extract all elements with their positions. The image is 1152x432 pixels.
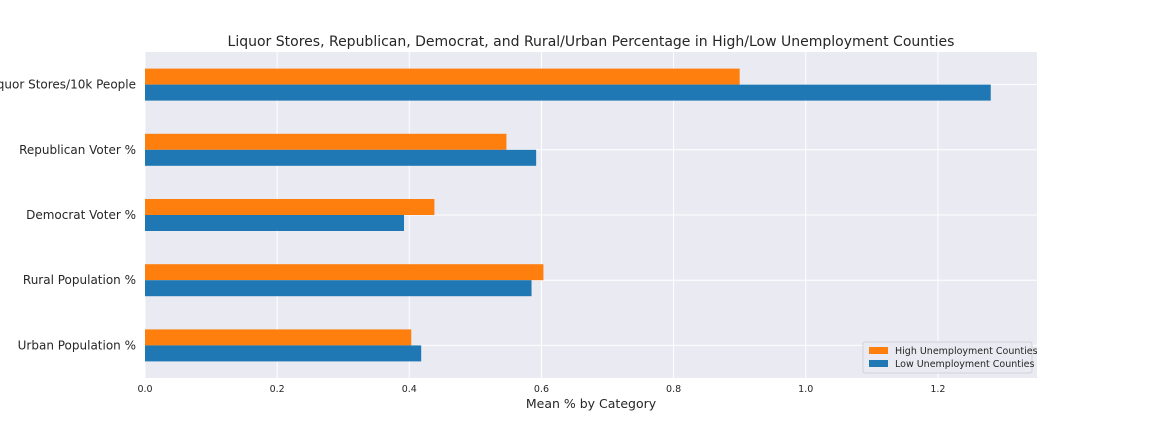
- category-label: Democrat Voter %: [26, 208, 136, 222]
- x-tick-label: 0.0: [137, 384, 152, 395]
- x-tick-labels: 0.0 0.2 0.4 0.6 0.8 1.0 1.2: [137, 384, 945, 395]
- category-label: Liquor Stores/10k People: [0, 78, 136, 92]
- bar-low-unemployment: [145, 84, 991, 101]
- bar-low-unemployment: [145, 149, 537, 166]
- category-label: Republican Voter %: [19, 143, 136, 157]
- x-tick-label: 0.6: [534, 384, 549, 395]
- bar-high-unemployment: [145, 329, 412, 346]
- x-tick-label: 0.2: [270, 384, 285, 395]
- legend-box: [862, 341, 1033, 374]
- legend-label: High Unemployment Counties: [895, 346, 1038, 357]
- x-tick-label: 1.2: [930, 384, 945, 395]
- legend-label: Low Unemployment Counties: [895, 359, 1034, 370]
- bar-high-unemployment: [145, 68, 740, 85]
- bar-low-unemployment: [145, 215, 405, 231]
- category-labels: Liquor Stores/10k People Republican Voter…: [0, 78, 136, 353]
- legend-swatch: [869, 347, 888, 354]
- bar-high-unemployment: [145, 199, 435, 215]
- x-tick-label: 1.0: [798, 384, 813, 395]
- bars: [145, 68, 991, 362]
- bar-low-unemployment: [145, 280, 532, 297]
- x-tick-label: 0.4: [402, 384, 417, 395]
- x-axis-label: Mean % by Category: [526, 396, 657, 411]
- bar-high-unemployment: [145, 264, 544, 281]
- category-label: Rural Population %: [23, 273, 136, 287]
- bar-low-unemployment: [145, 345, 422, 362]
- bar-high-unemployment: [145, 133, 507, 150]
- x-tick-label: 0.8: [666, 384, 681, 395]
- chart-title: Liquor Stores, Republican, Democrat, and…: [228, 34, 955, 50]
- legend: High Unemployment Counties Low Unemployme…: [862, 341, 1038, 374]
- legend-swatch: [869, 360, 888, 367]
- category-label: Urban Population %: [18, 338, 136, 352]
